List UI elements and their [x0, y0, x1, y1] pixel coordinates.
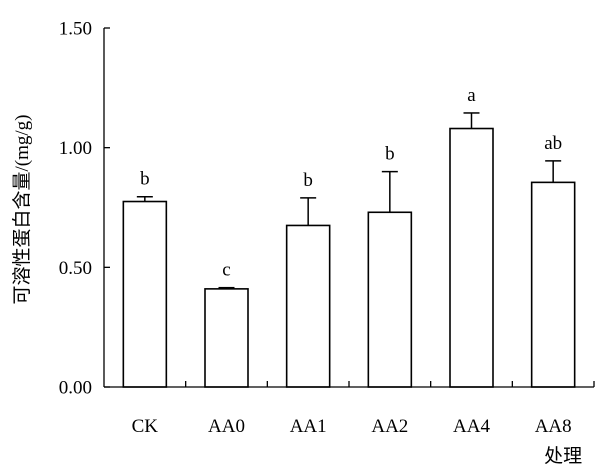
y-tick-label: 0.50: [59, 258, 92, 279]
x-tick-label: AA0: [208, 416, 245, 437]
x-axis-label: 处理: [544, 445, 582, 467]
y-tick-label: 0.00: [59, 378, 92, 399]
bar-aa0: [204, 288, 249, 388]
significance-label: b: [140, 169, 150, 190]
x-tick-label: CK: [132, 416, 159, 437]
significance-label: a: [467, 85, 476, 106]
significance-label: ab: [544, 133, 562, 154]
significance-label: b: [385, 144, 395, 165]
x-tick-label: AA1: [290, 416, 327, 437]
x-tick-label: AA4: [453, 416, 490, 437]
x-tick-label: AA8: [535, 416, 572, 437]
bar-aa2: [367, 211, 413, 388]
bar-ck: [122, 200, 168, 388]
y-axis-label: 可溶性蛋白含量/(mg/g): [11, 115, 33, 305]
significance-label: c: [222, 260, 230, 281]
bar-aa8: [530, 181, 576, 388]
x-tick-label: AA2: [371, 416, 408, 437]
significance-label: b: [303, 170, 313, 191]
bars: b c b b a ab: [122, 85, 576, 388]
y-tick-label: 1.50: [59, 19, 92, 40]
y-axis-ticks: 0.00 0.50 1.00 1.50: [59, 19, 110, 399]
bar-aa4: [449, 127, 494, 388]
x-axis-ticks: CK AA0 AA1 AA2 AA4 AA8: [132, 381, 595, 437]
bar-aa1: [285, 224, 331, 388]
y-tick-label: 1.00: [59, 138, 92, 159]
